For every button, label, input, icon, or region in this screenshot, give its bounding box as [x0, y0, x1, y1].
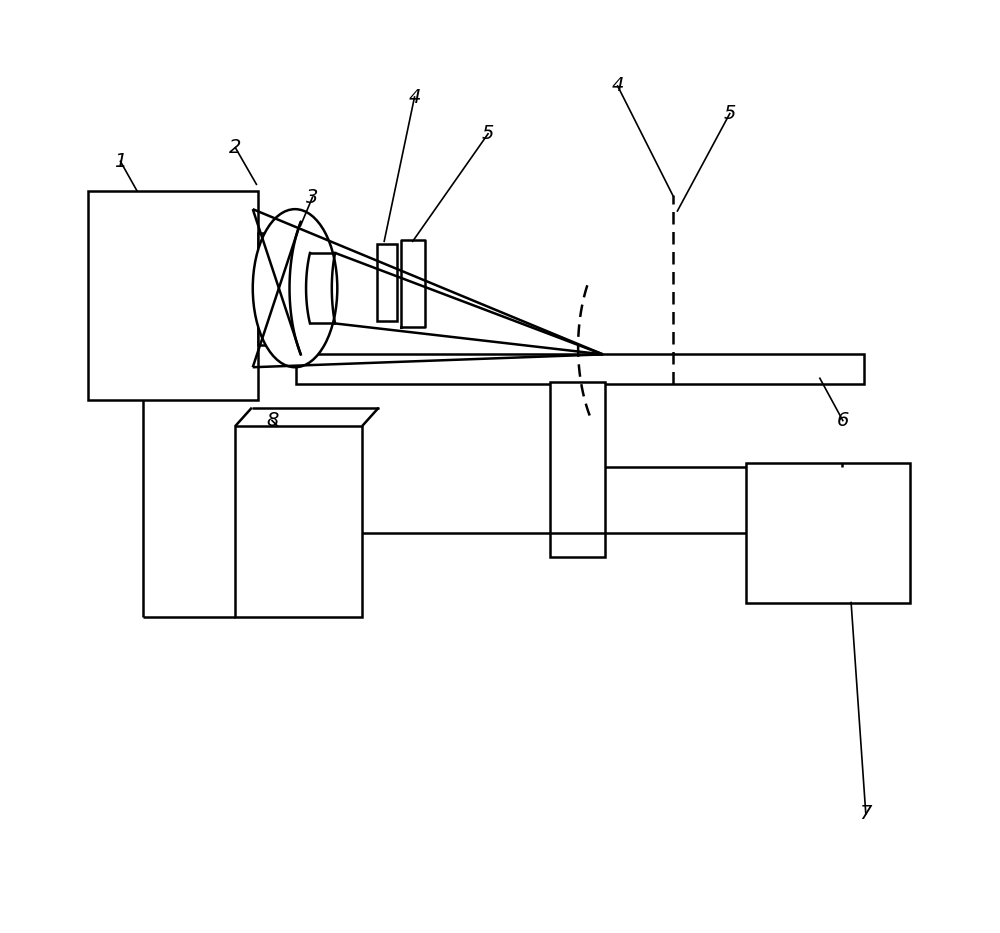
Text: 8: 8 [266, 411, 278, 430]
Text: 2: 2 [229, 138, 241, 157]
Bar [550, 382, 605, 557]
Text: 6: 6 [837, 411, 849, 430]
Bar [296, 355, 864, 383]
Text: 1: 1 [114, 152, 127, 171]
Bar [88, 190, 258, 400]
Bar [377, 244, 397, 321]
Text: 5: 5 [724, 104, 736, 123]
Text: 7: 7 [860, 804, 872, 824]
Text: 5: 5 [482, 124, 494, 144]
Bar [746, 463, 910, 603]
Bar [235, 426, 362, 618]
Ellipse shape [253, 209, 337, 368]
Polygon shape [401, 241, 425, 327]
Text: 4: 4 [408, 88, 421, 106]
Text: 3: 3 [306, 188, 319, 207]
Text: 4: 4 [611, 77, 624, 95]
Bar [258, 233, 301, 345]
